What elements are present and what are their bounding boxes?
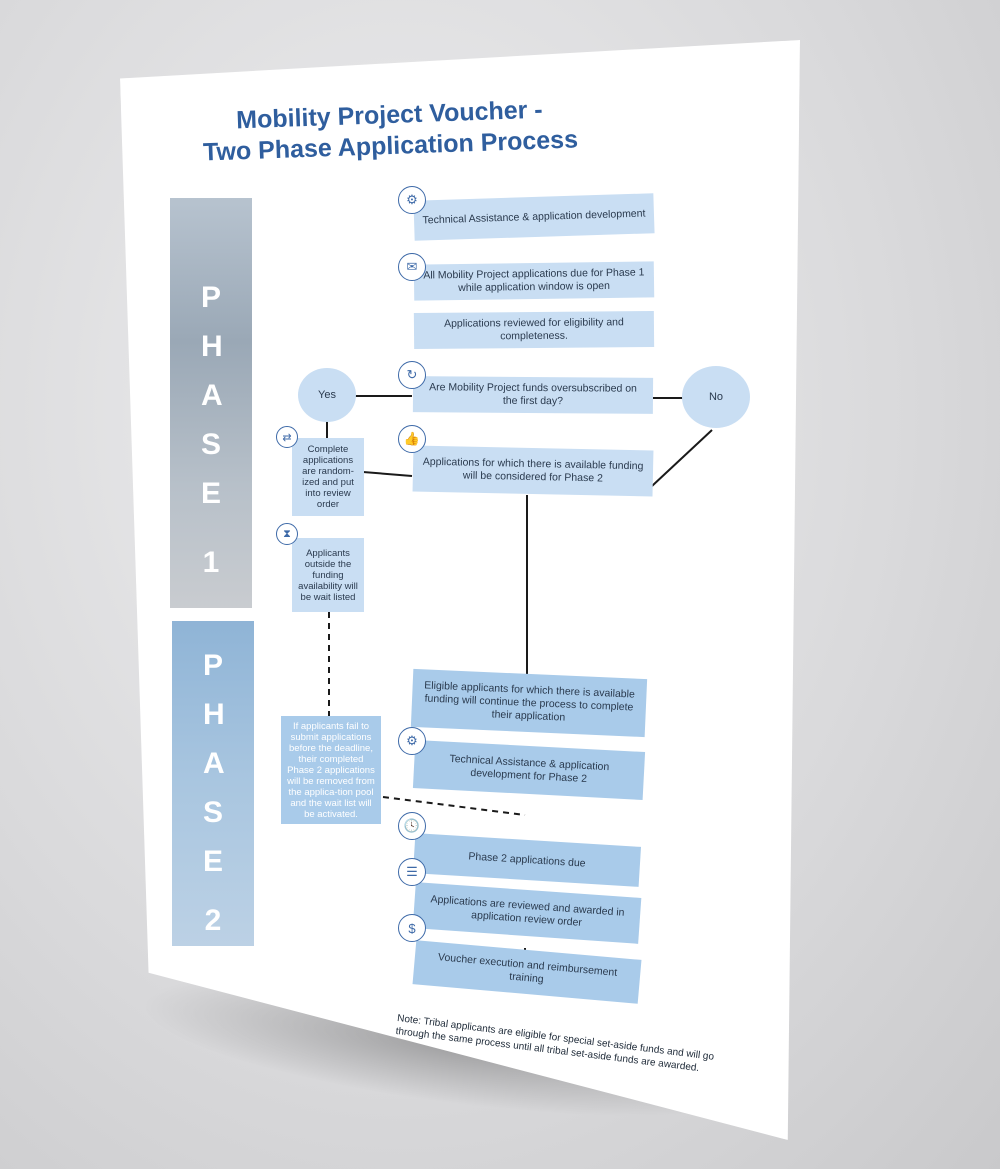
decision-no: No bbox=[682, 366, 750, 428]
step-randomized: Complete applications are random-ized an… bbox=[292, 438, 364, 516]
step-fail-to-submit: If applicants fail to submit application… bbox=[281, 716, 381, 824]
clock-icon: 🕓 bbox=[398, 812, 426, 840]
connector-randomized-available bbox=[362, 471, 413, 477]
phase-2-band: PHASE 2 bbox=[172, 621, 254, 946]
phase-1-word: PHASE bbox=[201, 281, 223, 510]
decision-yes: Yes bbox=[298, 368, 356, 422]
step-reviewed-eligibility: Applications reviewed for eligibility an… bbox=[413, 310, 655, 350]
connector-no-available bbox=[651, 429, 713, 487]
shuffle-icon: ⇄ bbox=[276, 426, 298, 448]
hourglass-icon: ⧗ bbox=[276, 523, 298, 545]
checklist-icon: ☰ bbox=[398, 858, 426, 886]
thumbs-up-icon: 👍 bbox=[398, 425, 426, 453]
dashed-fail-connector bbox=[382, 796, 526, 816]
phase-2-number: 2 bbox=[204, 904, 222, 937]
envelope-icon: ✉ bbox=[398, 253, 426, 281]
phase-1-number: 1 bbox=[202, 546, 220, 579]
step-wait-listed: Applicants outside the funding availabil… bbox=[292, 538, 364, 612]
phase-1-band: PHASE 1 bbox=[170, 198, 252, 608]
hand-gear-icon: ⚙ bbox=[398, 186, 426, 214]
step-applications-due: All Mobility Project applications due fo… bbox=[413, 261, 655, 301]
step-eligible-continue: Eligible applicants for which there is a… bbox=[410, 668, 648, 738]
phase-2-word: PHASE bbox=[203, 649, 225, 878]
step-available-funding: Applications for which there is availabl… bbox=[412, 445, 654, 497]
step-technical-assistance: Technical Assistance & application devel… bbox=[413, 193, 655, 241]
dollar-icon: $ bbox=[398, 914, 426, 942]
coin-arrow-icon: ↻ bbox=[398, 361, 426, 389]
step-oversubscribed-question: Are Mobility Project funds oversubscribe… bbox=[412, 376, 654, 414]
hand-gear-icon: ⚙ bbox=[398, 727, 426, 755]
